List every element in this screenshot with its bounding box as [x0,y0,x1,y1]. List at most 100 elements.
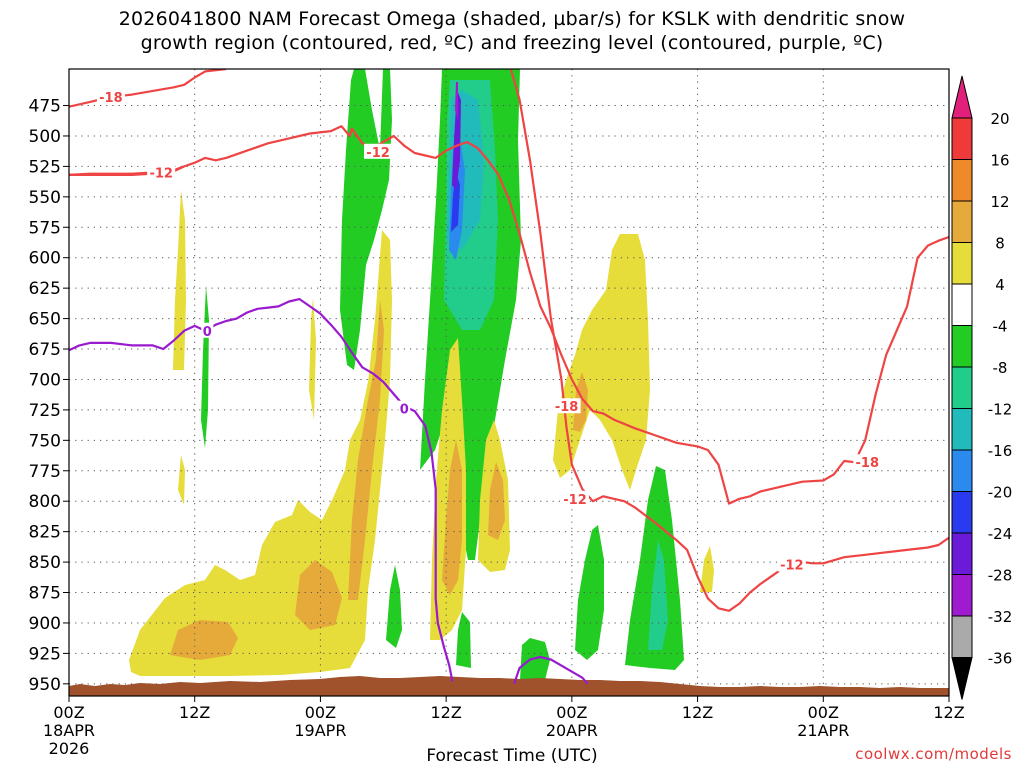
colorbar-label-6: -8 [993,359,1008,377]
contour-label-dgz-cold-0: -18 [99,91,123,106]
omega-region-dark-blue-center [451,172,460,232]
y-tick-label-825: 825 [29,523,61,543]
y-tick-label-525: 525 [29,157,61,177]
contour-label-freezing-0: 0 [203,325,212,340]
terrain-surface [69,676,949,696]
x-tick-date-72: 21APR [797,721,849,740]
contour-label-bg-dgz-lower-2-1 [777,556,806,572]
colorbar-swatch-9 [951,491,973,534]
colorbar-label-13: -36 [988,650,1013,668]
omega-region-teal-lower-right [648,540,668,650]
chart-title-line-1: 2026041800 NAM Forecast Omega (shaded, µ… [118,8,906,30]
omega-region-orange-right-column [488,462,505,540]
colorbar-swatch-12 [951,615,973,658]
contour-label-bg-freezing-0 [201,322,214,338]
x-axis-label: Forecast Time (UTC) [426,746,598,766]
omega-region-orange-low-left-2 [295,560,342,630]
x-tick-label-60: 12Z [682,703,713,722]
omega-region-yellow-thin-left [173,190,186,370]
y-tick-label-950: 950 [29,675,61,695]
y-tick-label-500: 500 [29,127,61,147]
colorbar-label-10: -24 [988,525,1013,543]
x-tick-date-0: 18APR [43,721,95,740]
x-tick-label-48: 00Z [556,703,587,722]
contour-label-dgz-lower-2-0: -12 [563,493,587,508]
omega-region-orange-low-left-1 [170,620,238,660]
contour-label-dgz-lower-0: -12 [149,166,173,181]
colorbar-swatch-7 [951,408,973,451]
omega-region-green-small-2 [456,612,471,668]
contour-label-bg-dgz-warm-0 [364,143,393,159]
x-tick-label-0: 00Z [53,703,84,722]
contour-label-dgz-warm-1: -18 [555,400,579,415]
contour-dgz-lower-2 [509,69,949,612]
colorbar-label-7: -12 [988,401,1013,419]
colorbar-label-8: -16 [988,442,1013,460]
y-tick-label-725: 725 [29,401,61,421]
colorbar-label-1: 16 [990,152,1009,170]
contour-label-bg-dgz-lower-2-0 [561,490,589,506]
y-axis: 475 500 525 550 575 600 625 650 675 700 725 750 775 8… [29,97,69,695]
y-tick-label-800: 800 [29,492,61,512]
colorbar-swatch-3 [951,242,973,285]
omega-region-green-small-1 [386,565,402,648]
contour-dgz-warm [69,125,949,505]
omega-shading [129,69,714,680]
colorbar-bottom-arrow [951,657,973,700]
colorbar-swatch-0 [951,117,973,160]
omega-region-purple-center [452,90,461,190]
chart-title-line-2: growth region (contoured, red, ºC) and f… [140,32,884,54]
contour-labels: -18 -12 -18 -18 -12 -12 -12 0 0 [96,89,882,574]
contour-freezing-2 [513,655,589,685]
omega-region-yellow-far-right [700,546,714,592]
y-tick-label-900: 900 [29,614,61,634]
x-tick-date-48: 20APR [546,721,598,740]
omega-region-yellow-thin-mid [309,298,316,420]
y-tick-label-550: 550 [29,188,61,208]
colorbar: 20 16 12 8 4 -4 -8 -12 -16 -20 -24 -28 -32 -36 [951,75,1013,700]
colorbar-swatch-1 [951,159,973,202]
x-tick-date-24: 19APR [294,721,346,740]
colorbar-label-12: -32 [988,608,1013,626]
x-tick-label-84: 12Z [933,703,964,722]
contour-label-bg-dgz-lower-0 [147,164,176,180]
colorbar-label-5: -4 [993,318,1008,336]
colorbar-swatch-8 [951,449,973,492]
y-tick-label-575: 575 [29,218,61,238]
contour-label-bg-dgz-warm-2 [853,454,882,470]
colorbar-swatch-10 [951,532,973,575]
contour-label-freezing-1: 0 [400,403,409,418]
colorbar-top-arrow [951,75,973,119]
colorbar-swatch-11 [951,574,973,617]
x-tick-label-72: 00Z [808,703,839,722]
contour-label-bg-dgz-warm-1 [552,398,581,414]
colorbar-label-4: 4 [995,276,1005,294]
omega-region-violet-center [455,82,458,120]
colorbar-label-0: 20 [990,110,1009,128]
x-tick-label-12: 12Z [179,703,210,722]
y-tick-label-875: 875 [29,584,61,604]
omega-region-orange-center-column [442,440,462,595]
y-tick-label-650: 650 [29,310,61,330]
colorbar-swatch-2 [951,200,973,243]
y-tick-label-625: 625 [29,279,61,299]
credit-text: coolwx.com/models [855,745,1012,763]
colorbar-label-11: -28 [988,567,1013,585]
colorbar-swatch-5 [951,325,973,368]
y-tick-label-700: 700 [29,370,61,390]
omega-region-green-lower-right-1 [575,525,604,660]
y-tick-label-475: 475 [29,97,61,117]
plot-frame [68,68,950,697]
y-tick-label-925: 925 [29,644,61,664]
omega-region-yellow-low-left [129,230,392,676]
contour-label-bg-dgz-cold-0 [96,89,125,105]
colorbar-swatch-6 [951,366,973,409]
colorbar-label-9: -20 [988,484,1013,502]
contour-label-dgz-lower-2-1: -12 [780,559,804,574]
omega-region-green-center-upper [340,69,392,370]
y-tick-label-775: 775 [29,462,61,482]
y-tick-label-750: 750 [29,431,61,451]
x-tick-label-36: 12Z [430,703,461,722]
